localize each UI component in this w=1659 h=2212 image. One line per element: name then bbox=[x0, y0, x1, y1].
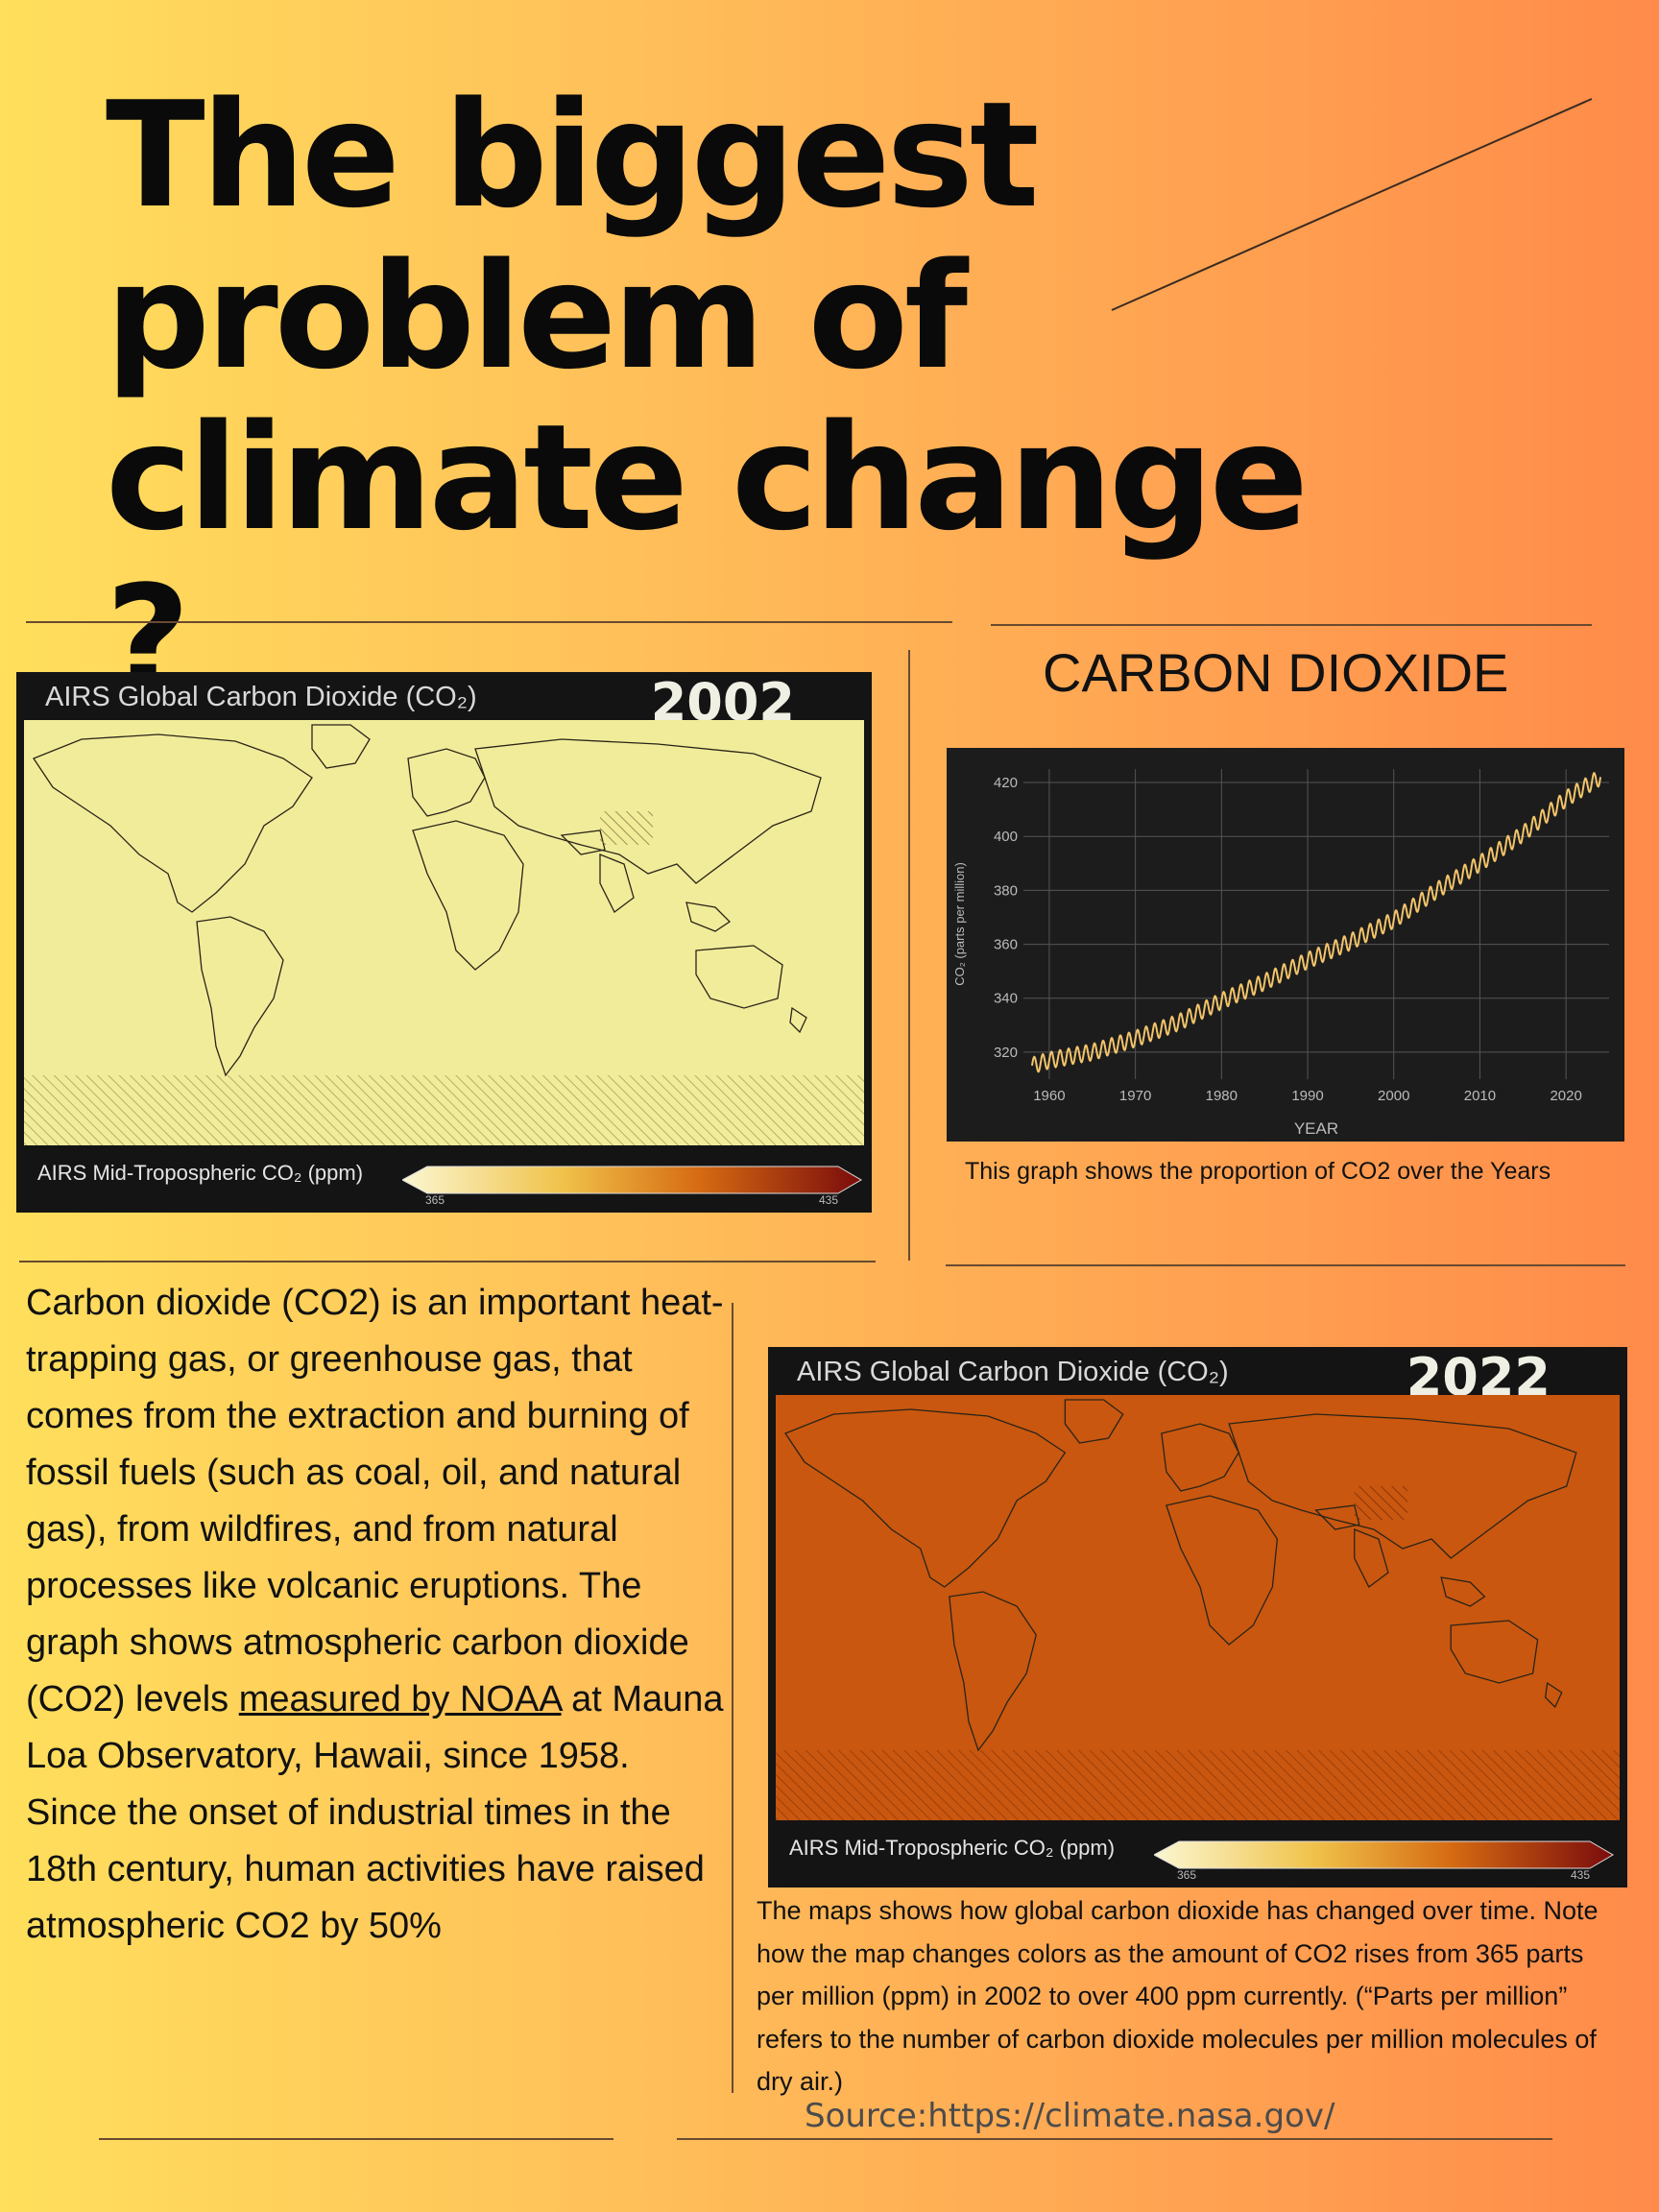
co2-line-chart: 1960 1970 1980 1990 2000 2010 2020 320 340 360 380… bbox=[947, 748, 1624, 1142]
divider-vertical-bottom bbox=[732, 1303, 733, 2093]
page-title: The biggest problem of climate change ? bbox=[106, 75, 1354, 720]
chart-caption: This graph shows the proportion of CO2 o… bbox=[965, 1158, 1551, 1185]
body-paragraph-1: Carbon dioxide (CO2) is an important hea… bbox=[26, 1283, 724, 1776]
body-paragraph-2: Since the onset of industrial times in t… bbox=[26, 1792, 705, 1946]
y-tick-label: 420 bbox=[994, 775, 1018, 791]
legend-tick-min: 365 bbox=[425, 1193, 445, 1207]
chart-svg: 1960 1970 1980 1990 2000 2010 2020 320 340 360 380… bbox=[952, 769, 1609, 1138]
x-tick-label: 1970 bbox=[1119, 1088, 1151, 1104]
legend-tick-max: 435 bbox=[1571, 1868, 1591, 1882]
y-tick-label: 380 bbox=[994, 882, 1018, 899]
title-line-3: climate change ? bbox=[106, 393, 1309, 724]
co2-map-2002: AIRS Global Carbon Dioxide (CO₂) 2002 AI… bbox=[16, 672, 872, 1213]
legend-tick-min: 365 bbox=[1177, 1868, 1197, 1882]
divider-top-right bbox=[991, 624, 1592, 626]
map-caption: The maps shows how global carbon dioxide… bbox=[757, 1896, 1599, 2096]
x-tick-label: 2000 bbox=[1378, 1088, 1409, 1104]
y-tick-label: 360 bbox=[994, 937, 1018, 953]
legend-colorbar bbox=[402, 1166, 862, 1194]
divider-mid-left bbox=[19, 1261, 876, 1262]
x-tick-label: 2020 bbox=[1550, 1088, 1581, 1104]
world-map-outline bbox=[776, 1395, 1620, 1820]
divider-bottom-left bbox=[99, 2138, 613, 2140]
source-citation: Source:https://climate.nasa.gov/ bbox=[805, 2097, 1335, 2135]
co2-series-line bbox=[1031, 772, 1601, 1073]
x-tick-label: 1960 bbox=[1033, 1088, 1065, 1104]
title-line-2: problem of bbox=[106, 231, 968, 401]
decorative-diagonal-line bbox=[1111, 98, 1593, 311]
world-map bbox=[24, 720, 864, 1145]
divider-vertical-top bbox=[908, 650, 910, 1261]
map-legend: AIRS Mid-Tropospheric CO₂ (ppm) 365 435 bbox=[768, 1820, 1627, 1887]
noaa-link[interactable]: measured by NOAA bbox=[238, 1679, 562, 1719]
legend-label: AIRS Mid-Tropospheric CO₂ (ppm) bbox=[37, 1161, 364, 1185]
x-tick-label: 1980 bbox=[1206, 1088, 1238, 1104]
title-line-1: The biggest bbox=[106, 70, 1040, 240]
x-tick-label: 2010 bbox=[1464, 1088, 1496, 1104]
divider-top-left bbox=[26, 621, 952, 623]
x-tick-label: 1990 bbox=[1291, 1088, 1323, 1104]
world-map-outline bbox=[24, 720, 864, 1145]
map-header: AIRS Global Carbon Dioxide (CO₂) 2022 bbox=[768, 1347, 1627, 1407]
y-tick-label: 320 bbox=[994, 1045, 1018, 1061]
x-axis-label: YEAR bbox=[1294, 1119, 1338, 1138]
y-tick-label: 400 bbox=[994, 829, 1018, 845]
legend-tick-max: 435 bbox=[819, 1193, 839, 1207]
legend-label: AIRS Mid-Tropospheric CO₂ (ppm) bbox=[789, 1836, 1116, 1860]
map-legend: AIRS Mid-Tropospheric CO₂ (ppm) 365 435 bbox=[16, 1145, 872, 1213]
body-p1-start: Carbon dioxide (CO2) is an important hea… bbox=[26, 1283, 724, 1719]
map-header-title: AIRS Global Carbon Dioxide (CO₂) bbox=[797, 1357, 1229, 1387]
chart-heading: CARBON DIOXIDE bbox=[1043, 642, 1509, 703]
body-text: Carbon dioxide (CO2) is an important hea… bbox=[26, 1275, 736, 1955]
map-header-title: AIRS Global Carbon Dioxide (CO₂) bbox=[45, 682, 477, 712]
divider-bottom-right bbox=[677, 2138, 1552, 2140]
y-axis-label: CO₂ (parts per million) bbox=[952, 862, 967, 986]
co2-map-2022: AIRS Global Carbon Dioxide (CO₂) 2022 AI… bbox=[768, 1347, 1627, 1887]
legend-colorbar bbox=[1154, 1840, 1614, 1869]
body-p1-end: at Mauna Loa Observatory, Hawaii, since … bbox=[26, 1679, 724, 1776]
map-header: AIRS Global Carbon Dioxide (CO₂) 2002 bbox=[16, 672, 872, 733]
world-map bbox=[776, 1395, 1620, 1820]
divider-mid-right bbox=[946, 1264, 1625, 1266]
y-tick-label: 340 bbox=[994, 991, 1018, 1007]
